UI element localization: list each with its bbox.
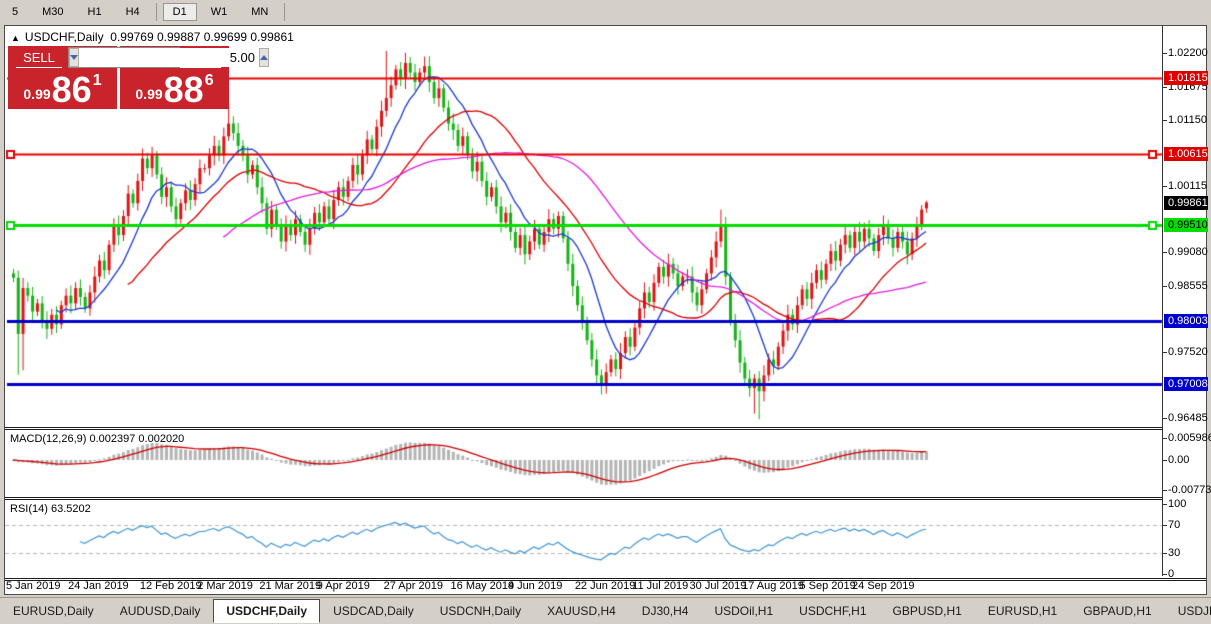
timeframe-h4[interactable]: H4 xyxy=(125,5,140,18)
date-axis-label: 9 Apr 2019 xyxy=(316,580,370,592)
tab-usdchf-daily[interactable]: USDCHF,Daily xyxy=(213,599,321,623)
date-axis-label: 5 Sep 2019 xyxy=(799,580,856,592)
timeframe-h1[interactable]: H1 xyxy=(87,5,102,18)
price-tick-label: 1.00115 xyxy=(1162,180,1207,193)
volume-increase-button[interactable] xyxy=(259,48,269,67)
hline-price-tag: 0.98003 xyxy=(1164,313,1208,328)
date-axis-label: 30 Jul 2019 xyxy=(689,580,747,592)
price-tick-label: 0.96485 xyxy=(1162,411,1208,424)
date-axis-label: 5 Jan 2019 xyxy=(6,580,61,592)
trade-panel-divider xyxy=(117,46,120,109)
ohlc-values: 0.99769 0.99887 0.99699 0.99861 xyxy=(110,30,294,44)
panel-separator xyxy=(5,427,1206,430)
rsi-tick-label: 30 xyxy=(1161,547,1181,559)
price-axis-line xyxy=(1162,26,1163,576)
chart-window: ▲ USDCHF,Daily 0.99769 0.99887 0.99699 0.… xyxy=(4,25,1211,595)
tab-usdjp[interactable]: USDJP xyxy=(1177,604,1211,618)
rsi-tick-label: 100 xyxy=(1161,498,1187,510)
symbol-period-label: USDCHF,Daily xyxy=(24,30,104,44)
timeframe-mn[interactable]: MN xyxy=(251,5,269,18)
current-price-tag: 0.99861 xyxy=(1164,195,1208,210)
sell-price-display[interactable]: 0.99 86 1 xyxy=(23,69,102,110)
buy-price-display[interactable]: 0.99 88 6 xyxy=(135,69,214,110)
macd-label: MACD(12,26,9) 0.002397 0.002020 xyxy=(10,433,185,445)
sell-button[interactable]: SELL xyxy=(8,46,70,68)
date-axis-label: 24 Sep 2019 xyxy=(852,580,915,592)
volume-spinner xyxy=(68,47,269,68)
volume-input[interactable] xyxy=(79,48,259,67)
chart-tabbar: EURUSD,Daily AUDUSD,Daily USDCHF,Daily USDC… xyxy=(0,597,1211,624)
date-axis-label: 11 Jul 2019 xyxy=(632,580,689,592)
timeframe-toolbar: 5 M30 H1 H4 D1 W1 MN xyxy=(0,0,1211,23)
collapse-icon[interactable]: ▲ xyxy=(11,33,20,43)
date-axis-label: 21 Mar 2019 xyxy=(259,580,322,592)
macd-panel-canvas[interactable] xyxy=(5,430,1163,497)
tab-gbpaud-h1[interactable]: GBPAUD,H1 xyxy=(1083,604,1152,618)
tab-usdcad-daily[interactable]: USDCAD,Daily xyxy=(333,604,414,618)
rsi-panel-canvas[interactable] xyxy=(5,500,1163,578)
macd-tick-label: -0.007737 xyxy=(1162,484,1211,496)
arrow-up-icon xyxy=(260,55,268,60)
timeframe-w1[interactable]: W1 xyxy=(210,5,228,18)
macd-tick-label: 0.005986 xyxy=(1162,432,1211,444)
tab-eurusd-h1[interactable]: EURUSD,H1 xyxy=(987,604,1058,618)
price-axis[interactable] xyxy=(1163,26,1206,576)
tab-audusd-daily[interactable]: AUDUSD,Daily xyxy=(119,604,201,618)
tab-usdchf-h1[interactable]: USDCHF,H1 xyxy=(799,604,867,618)
date-axis-label: 16 May 2019 xyxy=(450,580,515,592)
rsi-tick-label: 70 xyxy=(1161,519,1181,531)
tab-eurusd-daily[interactable]: EURUSD,Daily xyxy=(13,604,94,618)
date-axis-label: 22 Jun 2019 xyxy=(574,580,636,592)
panel-separator xyxy=(5,497,1206,500)
date-axis-label: 12 Feb 2019 xyxy=(139,580,202,592)
tab-gbpusd-h1[interactable]: GBPUSD,H1 xyxy=(892,604,962,618)
price-tick-label: 0.98555 xyxy=(1162,279,1208,292)
chart-title: ▲ USDCHF,Daily 0.99769 0.99887 0.99699 0.… xyxy=(11,30,294,44)
toolbar-separator xyxy=(155,2,157,21)
tab-usdcnh-daily[interactable]: USDCNH,Daily xyxy=(439,604,522,618)
price-tick-label: 1.01150 xyxy=(1162,114,1207,127)
one-click-trade-panel: SELL BUY 0.99 86 1 0.99 88 6 xyxy=(8,46,269,110)
hline-price-tag: 1.00615 xyxy=(1164,147,1208,162)
timeframe-d1[interactable]: D1 xyxy=(162,2,197,21)
toolbar-separator xyxy=(284,2,286,21)
macd-tick-label: 0.00 xyxy=(1161,454,1190,466)
date-axis-label: 24 Jan 2019 xyxy=(68,580,129,592)
arrow-down-icon xyxy=(70,55,78,60)
timeframe-5[interactable]: 5 xyxy=(12,5,19,18)
panel-separator xyxy=(5,578,1206,581)
hline-price-tag: 0.97008 xyxy=(1164,377,1208,392)
tab-dj30-h4[interactable]: DJ30,H4 xyxy=(641,604,689,618)
date-axis-label: 2 Mar 2019 xyxy=(197,580,253,592)
price-tick-label: 1.02200 xyxy=(1162,47,1208,60)
hline-price-tag: 0.99510 xyxy=(1164,217,1208,232)
date-axis-label: 4 Jun 2019 xyxy=(507,580,563,592)
rsi-tick-label: 0 xyxy=(1161,568,1175,580)
timeframe-m30[interactable]: M30 xyxy=(42,5,64,18)
tab-xauusd-h4[interactable]: XAUUSD,H4 xyxy=(547,604,616,618)
tab-usdoil-h1[interactable]: USDOil,H1 xyxy=(714,604,774,618)
volume-decrease-button[interactable] xyxy=(69,48,79,67)
date-axis-label: 27 Apr 2019 xyxy=(383,580,443,592)
hline-price-tag: 1.01815 xyxy=(1164,70,1208,85)
rsi-label: RSI(14) 63.5202 xyxy=(10,503,91,515)
date-axis-label: 17 Aug 2019 xyxy=(742,580,804,592)
price-tick-label: 0.99080 xyxy=(1162,246,1208,259)
price-tick-label: 0.97520 xyxy=(1162,345,1208,358)
